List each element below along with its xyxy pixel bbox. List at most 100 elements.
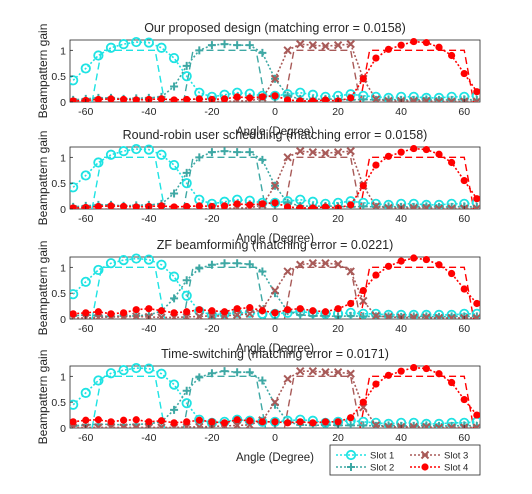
y-tick-label: 0.5 xyxy=(51,288,66,300)
data-point xyxy=(107,418,115,426)
y-tick-label: 0 xyxy=(60,423,66,435)
data-point xyxy=(183,202,191,209)
data-point xyxy=(220,367,229,376)
data-point xyxy=(245,368,254,377)
target-beampattern-2 xyxy=(182,49,267,102)
data-point xyxy=(410,363,418,372)
y-tick-label: 0 xyxy=(60,204,66,216)
data-point xyxy=(435,370,443,378)
target-beampattern-2 xyxy=(182,375,267,428)
data-point xyxy=(156,42,167,53)
x-tick-label: 40 xyxy=(395,323,407,335)
legend-marker xyxy=(347,463,355,471)
y-tick-label: 0 xyxy=(60,97,66,109)
data-point xyxy=(156,149,167,160)
x-tick-label: 60 xyxy=(458,432,470,444)
data-point xyxy=(309,307,317,315)
data-point xyxy=(207,260,216,269)
data-point xyxy=(157,423,166,428)
data-point xyxy=(246,94,254,102)
data-point xyxy=(308,258,318,268)
data-point xyxy=(383,309,394,319)
data-point xyxy=(143,254,154,265)
data-point xyxy=(94,202,102,209)
data-point xyxy=(321,96,330,102)
data-point xyxy=(143,37,154,48)
data-point xyxy=(105,368,117,379)
legend-label: Slot 4 xyxy=(444,463,468,474)
data-point xyxy=(421,418,432,428)
data-point xyxy=(70,423,78,428)
data-point xyxy=(80,276,91,287)
data-point xyxy=(359,75,367,83)
data-point xyxy=(195,422,204,428)
y-tick-label: 0.5 xyxy=(51,178,66,190)
data-point xyxy=(170,419,178,427)
y-axis-label: Beampattern gain xyxy=(36,131,50,226)
data-point xyxy=(182,276,191,285)
data-point xyxy=(321,308,330,316)
data-point xyxy=(422,203,431,209)
data-point xyxy=(70,289,79,300)
data-point xyxy=(70,399,79,410)
data-point xyxy=(372,271,380,279)
x-tick-label: 0 xyxy=(272,106,278,118)
data-point xyxy=(270,74,280,83)
y-tick-label: 1 xyxy=(60,152,66,164)
target-beampattern-3 xyxy=(283,266,361,319)
x-axis-label: Angle (Degree) xyxy=(236,452,314,464)
data-point xyxy=(371,421,381,428)
data-point xyxy=(232,310,242,319)
data-point xyxy=(157,202,166,209)
data-point xyxy=(271,92,279,100)
data-point xyxy=(346,146,355,156)
data-point xyxy=(384,96,393,102)
series-slot-4 xyxy=(70,144,480,209)
data-point xyxy=(258,48,267,57)
data-point xyxy=(181,290,192,301)
x-tick-label: -20 xyxy=(204,106,219,118)
data-point xyxy=(233,93,241,101)
data-point xyxy=(207,41,216,50)
data-point xyxy=(270,286,280,295)
data-point xyxy=(296,39,305,49)
data-point xyxy=(183,308,191,316)
data-point xyxy=(132,306,140,314)
data-point xyxy=(118,39,129,50)
data-point xyxy=(195,46,204,55)
legend-entry: Slot 4 xyxy=(410,463,468,474)
data-point xyxy=(383,199,394,209)
target-beampattern-3 xyxy=(283,156,361,209)
data-point xyxy=(168,271,180,282)
data-point xyxy=(460,395,468,404)
panel-title: ZF beamforming (matching error = 0.0221) xyxy=(157,238,394,252)
data-point xyxy=(284,419,292,427)
data-point xyxy=(168,379,180,390)
data-point xyxy=(271,418,279,426)
data-point xyxy=(94,95,102,102)
data-point xyxy=(245,148,254,157)
plot-data xyxy=(70,362,480,428)
data-point xyxy=(220,95,229,102)
panel-title: Round-robin user scheduling (matching er… xyxy=(123,128,428,142)
data-point xyxy=(105,149,117,160)
data-point xyxy=(157,307,166,315)
data-point xyxy=(170,203,178,209)
x-tick-label: -60 xyxy=(78,213,93,225)
legend-marker xyxy=(421,463,429,471)
data-point xyxy=(80,170,91,181)
x-tick-label: 40 xyxy=(395,106,407,118)
data-point xyxy=(105,258,117,269)
legend-label: Slot 3 xyxy=(444,451,468,462)
data-point xyxy=(321,367,330,377)
target-beampattern-2 xyxy=(182,156,267,209)
data-point xyxy=(397,41,405,49)
data-point xyxy=(131,143,142,155)
panel-1: -60 -40 -20 0 20 40 60 0 0.5 1 Our proposed design… xyxy=(36,21,481,138)
data-point xyxy=(447,423,456,428)
data-point xyxy=(422,38,430,47)
data-point xyxy=(245,260,254,269)
legend-entry: Slot 1 xyxy=(336,449,394,462)
data-point xyxy=(359,202,368,209)
data-point xyxy=(334,418,342,426)
